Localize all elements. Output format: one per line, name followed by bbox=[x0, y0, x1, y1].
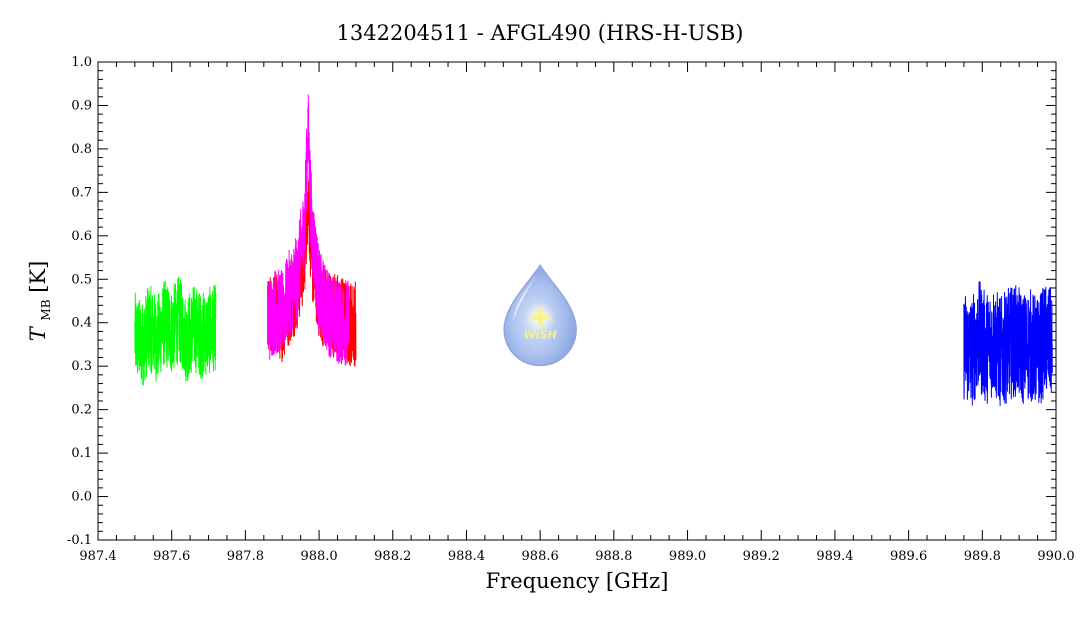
y-axis-title: T MB [K] bbox=[26, 261, 55, 342]
y-axis-title-unit: [K] bbox=[26, 261, 50, 293]
series-1-line bbox=[134, 276, 217, 386]
x-tick-label: 990.0 bbox=[1037, 549, 1074, 564]
x-tick-label: 989.8 bbox=[964, 549, 1001, 564]
y-tick-label: 0.0 bbox=[71, 490, 92, 505]
y-tick-label: 0.6 bbox=[71, 229, 92, 244]
x-axis-title: Frequency [GHz] bbox=[486, 569, 669, 593]
wish-logo-icon: WISH bbox=[503, 264, 577, 367]
series-layer bbox=[134, 94, 1053, 407]
y-tick-label: -0.1 bbox=[67, 533, 92, 548]
y-tick-label: 1.0 bbox=[71, 55, 92, 70]
y-axis-ticks: -0.1 0.0 0.1 0.2 0.3 0.4 0.5 0.6 0.7 0.8 0.9 1.0 bbox=[67, 55, 1056, 548]
x-tick-label: 987.6 bbox=[153, 549, 190, 564]
x-tick-label: 989.2 bbox=[743, 549, 780, 564]
chart-title: 1342204511 - AFGL490 (HRS-H-USB) bbox=[337, 21, 744, 45]
y-tick-label: 0.5 bbox=[71, 272, 92, 287]
x-tick-label: 988.2 bbox=[374, 549, 411, 564]
x-tick-label: 988.8 bbox=[595, 549, 632, 564]
y-tick-label: 0.1 bbox=[71, 446, 92, 461]
y-tick-label: 0.7 bbox=[71, 185, 92, 200]
x-tick-label: 988.0 bbox=[300, 549, 337, 564]
y-axis-title-subscript: MB bbox=[39, 299, 53, 320]
x-tick-label: 989.0 bbox=[669, 549, 706, 564]
x-tick-label: 989.6 bbox=[890, 549, 927, 564]
y-tick-label: 0.2 bbox=[71, 403, 92, 418]
x-tick-label: 988.6 bbox=[522, 549, 559, 564]
plot-frame bbox=[97, 61, 1057, 541]
logo-label: WISH bbox=[523, 328, 556, 341]
x-tick-label: 988.4 bbox=[448, 549, 485, 564]
y-axis-title-symbol: T bbox=[26, 325, 50, 341]
x-tick-label: 987.8 bbox=[227, 549, 264, 564]
y-tick-label: 0.8 bbox=[71, 142, 92, 157]
x-tick-label: 989.4 bbox=[816, 549, 853, 564]
series-4-line bbox=[963, 281, 1053, 407]
x-tick-label: 987.4 bbox=[79, 549, 116, 564]
x-axis-ticks: 987.4 987.6 987.8 988.0 988.2 988.4 988.6 988.8… bbox=[79, 62, 1075, 564]
y-tick-label: 0.9 bbox=[71, 98, 92, 113]
series-3-line bbox=[267, 94, 350, 366]
y-tick-label: 0.4 bbox=[71, 316, 92, 331]
y-tick-label: 0.3 bbox=[71, 359, 92, 374]
star-icon bbox=[528, 305, 553, 330]
